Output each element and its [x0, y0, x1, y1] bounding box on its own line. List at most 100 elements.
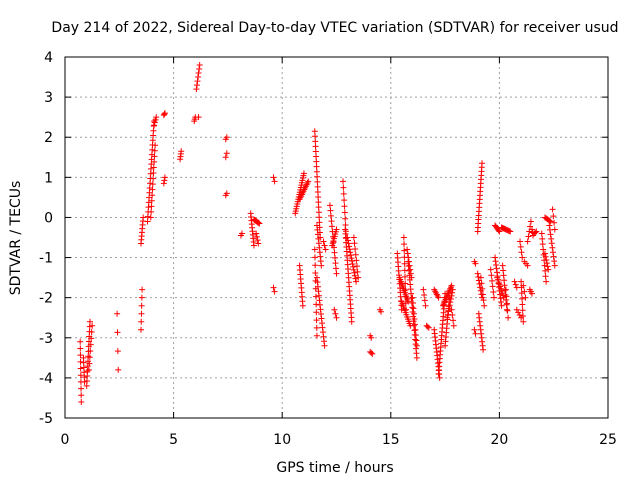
- data-point: [87, 347, 94, 354]
- data-point: [333, 314, 340, 321]
- data-point: [312, 133, 319, 140]
- data-point: [542, 250, 549, 257]
- data-point: [477, 274, 484, 281]
- data-point: [314, 173, 321, 180]
- data-point: [521, 288, 528, 295]
- data-point: [347, 249, 354, 256]
- data-point: [450, 317, 457, 324]
- data-point: [344, 234, 351, 241]
- data-point: [271, 178, 278, 185]
- plot-frame: [64, 56, 609, 419]
- data-point: [546, 222, 553, 229]
- data-point: [545, 266, 552, 273]
- data-point: [138, 310, 145, 317]
- y-tick-label: -1: [39, 251, 53, 267]
- data-point: [331, 249, 338, 256]
- data-point: [85, 366, 92, 373]
- data-point: [151, 122, 158, 129]
- data-point: [519, 307, 526, 314]
- data-point: [520, 282, 527, 289]
- data-point: [540, 246, 547, 253]
- data-point: [346, 243, 353, 250]
- data-point: [522, 294, 529, 301]
- data-point: [86, 354, 93, 361]
- data-point: [502, 286, 509, 293]
- data-point: [413, 342, 420, 349]
- data-point: [318, 310, 325, 317]
- x-tick-label: 20: [490, 432, 508, 448]
- data-point: [446, 302, 453, 309]
- data-point: [315, 209, 322, 216]
- data-point: [413, 354, 420, 361]
- data-point: [161, 111, 168, 118]
- data-point: [498, 298, 505, 305]
- data-point: [87, 341, 94, 348]
- data-point: [77, 352, 84, 359]
- grid-lines: [65, 57, 608, 418]
- data-point: [78, 385, 85, 392]
- data-point: [411, 316, 418, 323]
- data-point: [349, 260, 356, 267]
- data-point: [528, 290, 535, 297]
- data-point: [315, 199, 322, 206]
- data-point: [333, 270, 340, 277]
- chart-title: Day 214 of 2022, Sidereal Day-to-day VTE…: [51, 20, 618, 36]
- data-point: [320, 333, 327, 340]
- data-point: [348, 255, 355, 262]
- data-point: [504, 300, 511, 307]
- data-point: [148, 208, 155, 215]
- data-point: [340, 178, 347, 185]
- data-point: [449, 289, 456, 296]
- data-point: [400, 234, 407, 241]
- x-tick-label: 0: [61, 432, 70, 448]
- data-point: [114, 310, 121, 317]
- data-point: [77, 338, 84, 345]
- data-point: [322, 246, 329, 253]
- data-point: [402, 273, 409, 280]
- data-point: [472, 260, 479, 267]
- data-point: [314, 183, 321, 190]
- data-point: [448, 292, 455, 299]
- data-point: [493, 265, 500, 272]
- data-point: [316, 297, 323, 304]
- data-point: [193, 82, 200, 89]
- data-point: [368, 334, 375, 341]
- data-point: [86, 318, 93, 325]
- data-point: [327, 207, 334, 214]
- data-point: [548, 240, 555, 247]
- data-point: [403, 306, 410, 313]
- data-point: [369, 350, 376, 357]
- data-point: [312, 270, 319, 277]
- data-point: [479, 285, 486, 292]
- data-point: [519, 254, 526, 261]
- data-point: [412, 332, 419, 339]
- data-point: [150, 170, 157, 177]
- data-point: [517, 238, 524, 245]
- data-point: [149, 192, 156, 199]
- data-point: [401, 241, 408, 248]
- data-point: [517, 243, 524, 250]
- data-point: [401, 247, 408, 254]
- data-point: [352, 275, 359, 282]
- data-point: [518, 249, 525, 256]
- data-point: [150, 164, 157, 171]
- data-point: [223, 150, 230, 157]
- data-point: [511, 278, 518, 285]
- data-point: [512, 281, 519, 288]
- data-point: [495, 227, 502, 234]
- data-point: [519, 313, 526, 320]
- data-point: [270, 174, 277, 181]
- data-point: [513, 306, 520, 313]
- data-point: [350, 266, 357, 273]
- data-point: [480, 297, 487, 304]
- data-point: [488, 272, 495, 279]
- data-point: [346, 246, 353, 253]
- data-point: [492, 254, 499, 261]
- data-point: [313, 158, 320, 165]
- data-point: [448, 282, 455, 289]
- data-point: [487, 266, 494, 273]
- data-point: [436, 374, 443, 381]
- data-point: [516, 312, 523, 319]
- data-point: [478, 280, 485, 287]
- data-point: [313, 324, 320, 331]
